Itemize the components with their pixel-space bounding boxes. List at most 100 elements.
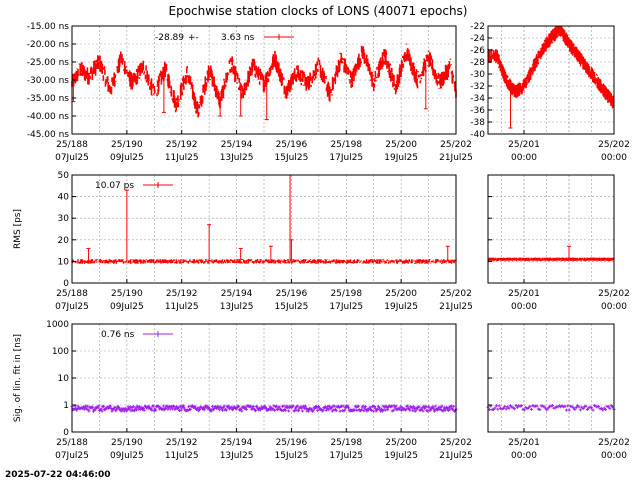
chart-title: Epochwise station clocks of LONS (40071 … [169,4,468,18]
panel-rms-frame [71,174,457,284]
clock-zoom-xtick-label: 25/202 [598,140,630,150]
panel-sig-zoom: 25/201 00:00 25/202 00:00 [486,323,630,461]
sig-xtick-date: 17Jul25 [329,451,363,461]
rms-xtick-date: 07Jul25 [55,302,89,312]
clock-zoom-xtick-date: 00:00 [511,153,537,163]
panel-rms-zoom: 25/201 00:00 25/202 00:00 [487,174,630,312]
clock-xtick-label: 25/194 [221,140,253,150]
clock-ytick-label: -35.00 ns [27,94,70,104]
rms-zoom-xtick-label: 25/202 [598,289,630,299]
clock-ytick-label: -40.00 ns [27,112,70,122]
clock-xtick-label: 25/188 [56,140,88,150]
clock-zoom-xtick-date: 00:00 [601,153,627,163]
clock-ytick-label: -45.00 ns [27,130,70,140]
clock-ytick-label: -25.00 ns [27,58,70,68]
rms-ylabel: RMS [ps] [13,209,23,249]
rms-xtick-label: 25/196 [276,289,308,299]
clock-xtick-date: 17Jul25 [329,153,363,163]
legend-sig: 0.76 ns [101,330,173,340]
clock-xtick-date: 09Jul25 [110,153,144,163]
sig-zoom-xtick-date: 00:00 [511,451,537,461]
clock-xtick-date: 21Jul25 [439,153,473,163]
panel-sig-zoom-frame [487,323,615,433]
sig-xtick-label: 25/190 [111,438,143,448]
rms-xtick-date: 13Jul25 [220,302,254,312]
sig-ylabel: Sig. of lin. fit in [ns] [13,334,23,422]
sig-xtick-date: 21Jul25 [439,451,473,461]
clock-xtick-label: 25/190 [111,140,143,150]
clock-zoom-ytick-label: -40 [470,130,485,140]
panel-clock-main: -45.00 ns -40.00 ns -35.00 ns -30.00 ns -25.… [27,22,473,163]
clock-zoom-xtick-label: 25/201 [508,140,540,150]
legend-clock: -28.89 +- 3.63 ns [155,33,294,43]
legend-clock-sep: +- [188,33,199,43]
clock-zoom-ytick-label: -36 [470,106,485,116]
rms-xtick-label: 25/188 [56,289,88,299]
panel-sig-main: Sig. of lin. fit in [ns] 0 1 10 100 1000 25/1… [13,320,473,461]
sig-ytick-label: 0 [63,428,69,438]
legend-rms: 10.07 ps [95,181,173,191]
rms-ytick-label: 20 [58,236,70,246]
clock-xtick-label: 25/198 [330,140,362,150]
clock-zoom-ytick-label: -24 [470,34,485,44]
clock-xtick-label: 25/200 [385,140,417,150]
clock-xtick-date: 11Jul25 [165,153,199,163]
sig-ytick-label: 1000 [46,320,69,330]
legend-clock-std: 3.63 ns [221,33,255,43]
legend-clock-mean: -28.89 [155,33,184,43]
legend-sig-value: 0.76 ns [101,330,135,340]
legend-rms-value: 10.07 ps [95,181,134,191]
clock-xtick-date: 13Jul25 [220,153,254,163]
sig-xtick-label: 25/192 [166,438,198,448]
sig-xtick-label: 25/188 [56,438,88,448]
rms-ytick-label: 10 [58,257,70,267]
rms-zoom-xtick-date: 00:00 [601,302,627,312]
clock-ytick-label: -20.00 ns [27,40,70,50]
rms-xtick-label: 25/190 [111,289,143,299]
rms-xtick-label: 25/202 [440,289,472,299]
rms-zoom-xtick-date: 00:00 [511,302,537,312]
sig-xtick-date: 07Jul25 [55,451,89,461]
sig-xtick-label: 25/198 [330,438,362,448]
clock-zoom-ytick-label: -22 [470,22,485,32]
clock-zoom-ytick-label: -30 [470,70,485,80]
rms-xtick-label: 25/194 [221,289,253,299]
clock-ytick-label: -15.00 ns [27,22,70,32]
sig-xtick-date: 13Jul25 [220,451,254,461]
sig-xtick-date: 19Jul25 [384,451,418,461]
rms-xtick-date: 15Jul25 [275,302,309,312]
rms-ytick-label: 30 [58,214,70,224]
panel-rms-zoom-frame [487,174,615,284]
sig-ytick-label: 10 [58,374,70,384]
rms-xtick-date: 17Jul25 [329,302,363,312]
panel-rms-main: RMS [ps] 0 10 20 30 40 50 25/188 07Jul25 25/190 0… [13,171,473,312]
panel-clock-zoom-frame [487,25,615,135]
sig-xtick-label: 25/200 [385,438,417,448]
clock-zoom-ytick-label: -28 [470,58,485,68]
clock-xtick-label: 25/202 [440,140,472,150]
sig-zoom-xtick-label: 25/201 [508,438,540,448]
clock-xtick-date: 07Jul25 [55,153,89,163]
panel-clock-zoom: -40 -38 -36 -34 -32 -30 -28 -26 -24 -22 25/201 00:0… [470,22,630,163]
clock-xtick-date: 15Jul25 [275,153,309,163]
rms-ytick-label: 50 [58,171,70,181]
sig-xtick-date: 11Jul25 [165,451,199,461]
clock-zoom-ytick-label: -26 [470,46,485,56]
rms-zoom-series [487,257,615,261]
rms-xtick-label: 25/192 [166,289,198,299]
sig-ytick-label: 1 [63,401,69,411]
rms-xtick-date: 09Jul25 [110,302,144,312]
sig-xtick-date: 09Jul25 [110,451,144,461]
rms-xtick-label: 25/198 [330,289,362,299]
clock-xtick-label: 25/192 [166,140,198,150]
rms-zoom-xtick-label: 25/201 [508,289,540,299]
clock-zoom-ytick-label: -32 [470,82,485,92]
timestamp: 2025-07-22 04:46:00 [5,470,110,480]
sig-zoom-xtick-date: 00:00 [601,451,627,461]
sig-ytick-label: 100 [52,347,69,357]
rms-xtick-date: 19Jul25 [384,302,418,312]
clock-zoom-ytick-label: -34 [470,94,485,104]
rms-xtick-date: 21Jul25 [439,302,473,312]
sig-xtick-label: 25/196 [276,438,308,448]
sig-xtick-date: 15Jul25 [275,451,309,461]
